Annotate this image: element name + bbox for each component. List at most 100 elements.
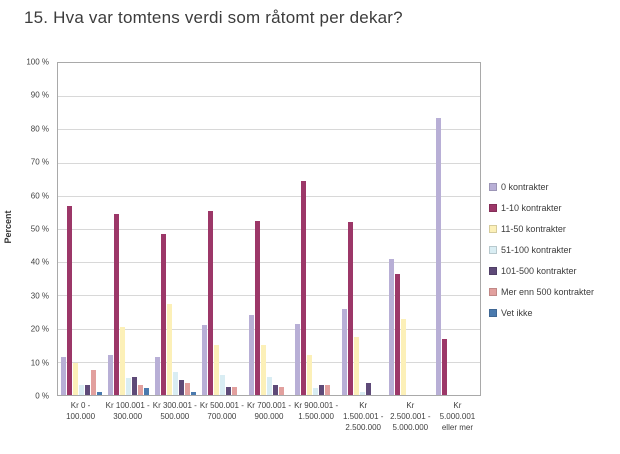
plot-area bbox=[57, 62, 481, 396]
bar bbox=[160, 233, 166, 395]
bar bbox=[201, 325, 207, 395]
legend-label: Vet ikke bbox=[501, 308, 533, 318]
x-tick-label: Kr 300.001 - 500.000 bbox=[152, 401, 197, 421]
bar bbox=[213, 345, 219, 395]
bar bbox=[401, 318, 407, 395]
bar bbox=[301, 180, 307, 395]
gridline bbox=[58, 295, 480, 297]
legend-item: 1-10 kontrakter bbox=[489, 203, 594, 213]
bar bbox=[119, 326, 125, 395]
bar bbox=[172, 371, 178, 395]
bar bbox=[366, 383, 372, 395]
bar bbox=[319, 385, 325, 395]
x-tick-label: Kr 700.001 - 900.000 bbox=[246, 401, 291, 421]
bar bbox=[295, 323, 301, 395]
bar bbox=[389, 258, 395, 395]
gridline bbox=[58, 262, 480, 264]
legend-swatch bbox=[489, 225, 497, 233]
y-tick-label: 20 % bbox=[30, 324, 49, 334]
legend-swatch bbox=[489, 246, 497, 254]
bar bbox=[354, 336, 360, 395]
bar-group bbox=[386, 63, 433, 395]
bar-group bbox=[152, 63, 199, 395]
legend-item: 11-50 kontrakter bbox=[489, 224, 594, 234]
gridline bbox=[58, 96, 480, 98]
legend: 0 kontrakter 1-10 kontrakter 11-50 kontrak… bbox=[489, 182, 594, 318]
bar bbox=[342, 308, 348, 395]
legend-swatch bbox=[489, 267, 497, 275]
y-tick-label: 60 % bbox=[30, 191, 49, 201]
bar bbox=[78, 385, 84, 395]
bar bbox=[266, 376, 272, 395]
bar bbox=[90, 370, 96, 395]
bar bbox=[307, 355, 313, 395]
legend-label: 101-500 kontrakter bbox=[501, 266, 577, 276]
bar bbox=[125, 378, 131, 395]
y-tick-label: 70 % bbox=[30, 157, 49, 167]
gridline bbox=[58, 328, 480, 330]
y-axis-ticks: 0 % 10 % 20 % 30 % 40 % 50 % 60 % 70 % 80 % 90 % 1… bbox=[0, 58, 53, 401]
x-tick-label: Kr 100.001 - 300.000 bbox=[105, 401, 150, 421]
legend-label: 0 kontrakter bbox=[501, 182, 549, 192]
legend-swatch bbox=[489, 183, 497, 191]
x-tick-label: Kr 0 - 100.000 bbox=[66, 401, 96, 421]
legend-swatch bbox=[489, 204, 497, 212]
bar bbox=[231, 386, 237, 395]
bar bbox=[248, 315, 254, 395]
x-tick-label: Kr 900.001 - 1.500.000 bbox=[294, 401, 339, 421]
gridline bbox=[58, 229, 480, 230]
bar bbox=[84, 385, 90, 395]
bar-group bbox=[339, 63, 386, 395]
bar bbox=[131, 376, 137, 395]
bar bbox=[178, 380, 184, 395]
x-axis-ticks: Kr 0 - 100.000 Kr 100.001 - 300.000 Kr 300… bbox=[57, 401, 481, 433]
x-tick-label: Kr 5.000.001 eller mer bbox=[439, 401, 476, 432]
legend-label: 1-10 kontrakter bbox=[501, 203, 562, 213]
y-tick-label: 40 % bbox=[30, 257, 49, 267]
gridline bbox=[58, 195, 480, 197]
bar bbox=[272, 385, 278, 395]
bar bbox=[325, 385, 331, 395]
bar bbox=[395, 273, 401, 395]
y-tick-label: 50 % bbox=[30, 224, 49, 234]
gridline bbox=[58, 162, 480, 164]
bar bbox=[184, 383, 190, 395]
bar bbox=[96, 391, 102, 395]
y-tick-label: 0 % bbox=[35, 391, 49, 401]
x-tick-label: Kr 2.500.001 - 5.000.000 bbox=[390, 401, 431, 432]
bar-group bbox=[433, 63, 480, 395]
legend-item: Vet ikke bbox=[489, 308, 594, 318]
bar bbox=[436, 117, 442, 395]
bar bbox=[190, 391, 196, 395]
bar bbox=[143, 388, 149, 395]
bar-group bbox=[105, 63, 152, 395]
bar bbox=[260, 345, 266, 395]
bar bbox=[72, 363, 78, 395]
legend-item: Mer enn 500 kontrakter bbox=[489, 287, 594, 297]
bar bbox=[137, 385, 143, 395]
bar bbox=[154, 356, 160, 395]
legend-item: 51-100 kontrakter bbox=[489, 245, 594, 255]
bar bbox=[278, 386, 284, 395]
bar bbox=[207, 210, 213, 395]
x-tick-label: Kr 500.001 - 700.000 bbox=[199, 401, 244, 421]
bar bbox=[107, 355, 113, 395]
page-title: 15. Hva var tomtens verdi som råtomt per… bbox=[24, 8, 403, 27]
legend-label: 51-100 kontrakter bbox=[501, 245, 572, 255]
bar-group bbox=[199, 63, 246, 395]
bar bbox=[225, 386, 231, 395]
bar bbox=[360, 391, 366, 395]
gridline bbox=[58, 361, 480, 363]
y-tick-label: 90 % bbox=[30, 90, 49, 100]
y-tick-label: 80 % bbox=[30, 124, 49, 134]
bar bbox=[442, 338, 448, 395]
bar bbox=[66, 205, 72, 395]
bar-group bbox=[246, 63, 293, 395]
x-tick-label: Kr 1.500.001 - 2.500.000 bbox=[342, 401, 384, 432]
bar-group bbox=[292, 63, 339, 395]
legend-label: 11-50 kontrakter bbox=[501, 224, 566, 234]
bar bbox=[60, 356, 66, 395]
bar bbox=[313, 388, 319, 395]
y-tick-label: 10 % bbox=[30, 358, 49, 368]
legend-item: 0 kontrakter bbox=[489, 182, 594, 192]
